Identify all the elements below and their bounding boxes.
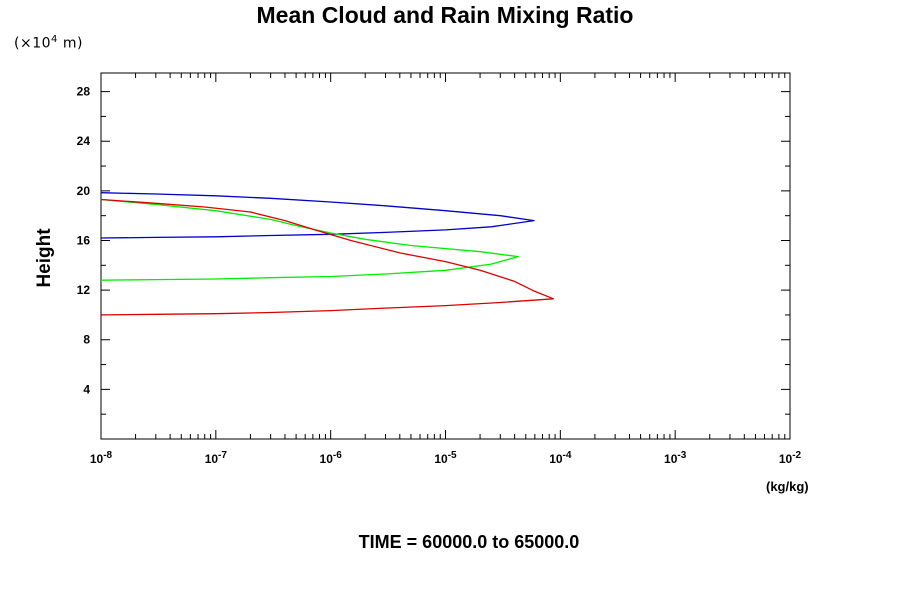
time-range-label: TIME = 60000.0 to 65000.0 bbox=[358, 532, 580, 552]
chart-title: Mean Cloud and Rain Mixing Ratio bbox=[256, 2, 634, 28]
x-tick-label: 10-4 bbox=[549, 450, 572, 466]
x-tick-label: 10-3 bbox=[664, 450, 687, 466]
x-tick-label: 10-6 bbox=[320, 450, 343, 466]
tick-labels: 4 8 12 16 20 24 28 10-8 10-7 10-6 10-5 10-4 10-3 10-2 bbox=[77, 85, 802, 466]
x-axis-label: (kg/kg) bbox=[766, 479, 809, 494]
series-line bbox=[100, 192, 535, 239]
y-unit-label: (×104 m) bbox=[14, 34, 83, 52]
x-tick-label: 10-5 bbox=[434, 450, 457, 466]
series-line bbox=[100, 198, 519, 281]
series-line bbox=[100, 198, 555, 316]
y-tick-label: 4 bbox=[83, 382, 90, 396]
y-tick-label: 12 bbox=[77, 283, 91, 297]
series-layer bbox=[100, 192, 555, 316]
plot-frame bbox=[100, 72, 791, 440]
y-tick-label: 28 bbox=[77, 85, 91, 99]
x-tick-label: 10-8 bbox=[90, 450, 113, 466]
y-unit-exponent: 4 bbox=[51, 34, 58, 45]
y-tick-label: 8 bbox=[83, 333, 90, 347]
axis-ticks bbox=[100, 73, 791, 439]
y-unit-prefix: (×10 bbox=[14, 35, 52, 52]
x-tick-label: 10-7 bbox=[205, 450, 228, 466]
y-unit-suffix: m) bbox=[57, 35, 83, 52]
y-axis-label: Height bbox=[34, 228, 55, 288]
y-tick-label: 24 bbox=[77, 134, 91, 148]
y-tick-label: 16 bbox=[77, 233, 91, 247]
x-tick-label: 10-2 bbox=[779, 450, 802, 466]
y-tick-label: 20 bbox=[77, 184, 91, 198]
